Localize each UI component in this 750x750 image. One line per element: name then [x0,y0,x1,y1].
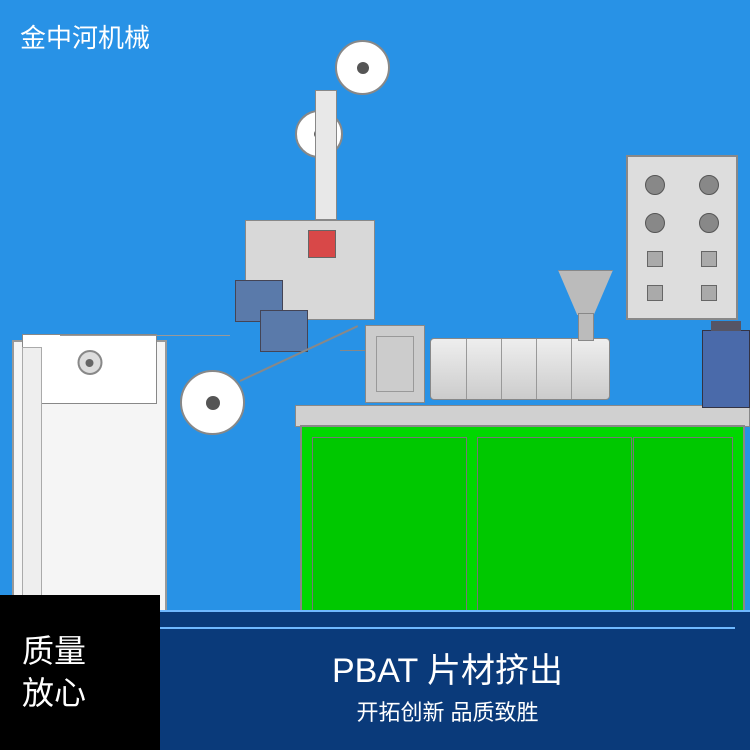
knob [699,213,719,233]
barrel-seg [571,339,572,399]
barrel-seg [536,339,537,399]
thread-line [60,335,230,336]
left-cabinet-top [22,334,157,404]
knob [645,213,665,233]
main-title: PBAT 片材挤出 [160,643,735,692]
left-block-line1: 质量 [22,631,160,673]
mid-block-detail [376,336,414,392]
sub-title: 开拓创新 品质致胜 [160,695,735,727]
right-motor [702,330,750,408]
tower-column [315,90,337,220]
panel-button [647,285,663,301]
left-roller [77,350,102,375]
top-wheel-1 [335,40,390,95]
brand-label: 金中河机械 [20,18,150,55]
panel-button [647,251,663,267]
right-motor-top [711,321,741,331]
gear-red [308,230,336,258]
hopper-neck [578,313,594,341]
panel-button [701,251,717,267]
motor-2 [260,310,308,352]
mid-block [365,325,425,403]
bottom-band: 质量 放心 PBAT 片材挤出 开拓创新 品质致胜 [0,595,750,750]
barrel-seg [466,339,467,399]
machine-diagram [0,60,750,600]
hopper-cone [558,270,613,315]
panel-button [701,285,717,301]
knob [699,175,719,195]
barrel-seg [501,339,502,399]
knob [645,175,665,195]
table-top [295,405,750,427]
left-block: 质量 放心 [0,595,160,750]
extruder-barrel [430,338,610,400]
control-panel [626,155,738,320]
lower-wheel [180,370,245,435]
left-block-line2: 放心 [22,673,160,715]
band-line [140,627,735,629]
